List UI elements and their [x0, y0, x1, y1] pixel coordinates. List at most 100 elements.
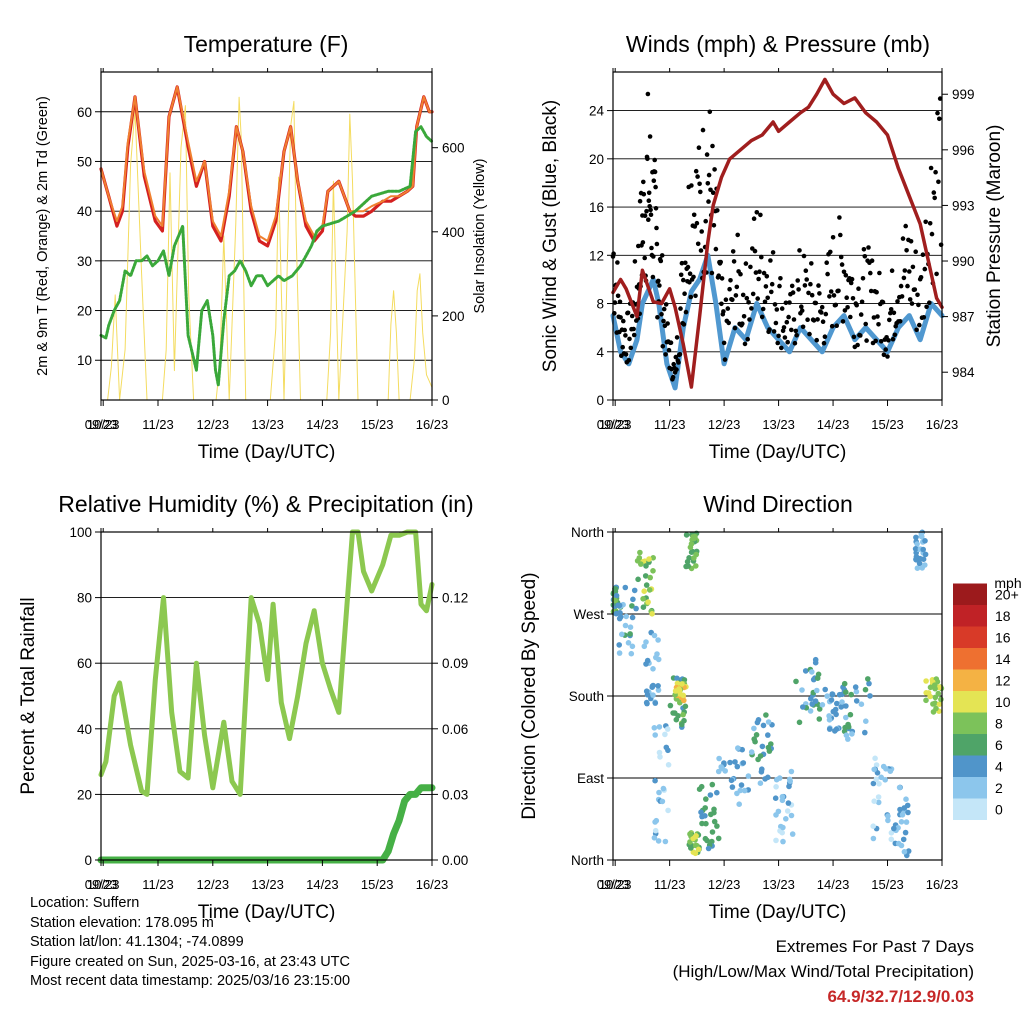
direction-point: [652, 777, 658, 784]
gust-point: [711, 223, 717, 228]
gust-point: [740, 321, 745, 327]
direction-point: [773, 837, 779, 844]
winds-pressure-panel: Winds (mph) & Pressure (mb) 0 4 8 12 16 20 24 98…: [540, 31, 1005, 463]
gust-point: [694, 220, 700, 226]
extremes-values: 64.9/32.7/12.9/0.03: [827, 987, 974, 1006]
gust-point: [740, 292, 746, 298]
colorbar-swatch: [953, 755, 987, 777]
direction-point: [635, 576, 641, 583]
direction-point: [847, 711, 854, 718]
gust-point: [934, 271, 939, 277]
direction-point: [829, 691, 836, 698]
direction-point: [866, 680, 872, 687]
direction-point: [716, 755, 722, 762]
direction-point: [788, 812, 795, 819]
direction-point: [878, 774, 884, 781]
direction-point: [935, 690, 942, 697]
gust-point: [744, 295, 750, 301]
gust-point: [772, 302, 778, 307]
gust-point: [784, 319, 790, 325]
direction-point: [807, 708, 814, 714]
direction-point: [709, 829, 716, 835]
humidity-precip-panel: Relative Humidity (%) & Precipitation (i…: [18, 491, 474, 923]
gust-point: [726, 320, 731, 326]
gust-point: [691, 212, 697, 218]
gust-point: [762, 299, 768, 305]
humidity-ytick-label: 40: [77, 722, 92, 737]
gust-point: [685, 264, 691, 270]
humidity-ytick-label: 20: [77, 787, 92, 802]
gust-point: [787, 300, 792, 305]
gust-point: [890, 336, 896, 342]
gust-point: [620, 344, 625, 350]
gust-point: [844, 295, 849, 301]
gust-point: [858, 312, 864, 317]
direction-point: [870, 835, 877, 842]
direction-point: [800, 704, 806, 710]
gust-point: [622, 327, 627, 333]
direction-point: [676, 686, 682, 692]
temperature-frame: [100, 71, 433, 401]
gust-point: [674, 335, 680, 340]
gust-point: [747, 317, 752, 322]
gust-point: [663, 352, 668, 357]
gust-point: [794, 333, 799, 338]
direction-point: [695, 846, 702, 853]
gust-point: [918, 275, 924, 280]
humidity-ytick-right-label: 0.06: [442, 722, 468, 737]
direction-point: [629, 614, 636, 621]
direction-point: [616, 642, 622, 648]
winds-ytick-label: 20: [589, 152, 604, 167]
gust-point: [808, 281, 813, 287]
gust-point: [745, 336, 750, 342]
gust-point: [765, 295, 770, 301]
gust-point: [859, 299, 865, 305]
direction-point: [809, 669, 815, 675]
gust-point: [855, 342, 860, 348]
humidity-ytick-label: 80: [77, 591, 92, 606]
direction-point: [896, 784, 903, 791]
direction-point: [765, 719, 772, 725]
station-info: Location: Suffern Station elevation: 178…: [30, 894, 350, 992]
extremes-title: Extremes For Past 7 Days: [775, 937, 974, 956]
colorbar-level: 8: [995, 715, 1003, 731]
gust-point: [623, 333, 628, 338]
gust-point: [645, 156, 650, 162]
direction-point: [652, 700, 659, 706]
direction-point: [891, 825, 897, 832]
direction-point: [687, 831, 693, 838]
gust-point: [927, 300, 932, 306]
gust-point: [809, 292, 815, 298]
gust-point: [889, 268, 895, 274]
direction-point: [833, 726, 840, 733]
gust-point: [615, 293, 621, 299]
gust-point: [698, 248, 704, 253]
temperature-ytick-label: 10: [77, 353, 92, 368]
gust-point: [902, 268, 908, 273]
direction-point: [714, 823, 720, 829]
gust-point: [922, 266, 928, 272]
gust-point: [790, 290, 796, 295]
gust-point: [728, 278, 733, 283]
direction-point: [631, 587, 638, 594]
direction-point: [688, 549, 695, 555]
gust-point: [814, 337, 819, 343]
direction-point: [814, 687, 820, 694]
winds-frame: [612, 71, 943, 401]
direction-point: [848, 691, 854, 698]
gust-point: [863, 321, 868, 327]
direction-point: [816, 716, 823, 722]
winds-ylabel-right: Station Pressure (Maroon): [984, 125, 1005, 348]
winds-xtick-label: 14/23: [817, 417, 850, 432]
direction-point: [822, 686, 828, 693]
gust-point: [705, 181, 711, 186]
winds-xtick-label: 15/23: [871, 417, 904, 432]
humidity-ytick-label: 0: [84, 853, 92, 868]
winds-ytick-label: 16: [589, 200, 604, 215]
gust-point: [623, 352, 629, 357]
gust-point: [617, 299, 623, 305]
direction-point: [657, 754, 663, 760]
gust-point: [820, 319, 826, 325]
direction-point: [651, 835, 658, 841]
gust-point: [821, 340, 827, 346]
